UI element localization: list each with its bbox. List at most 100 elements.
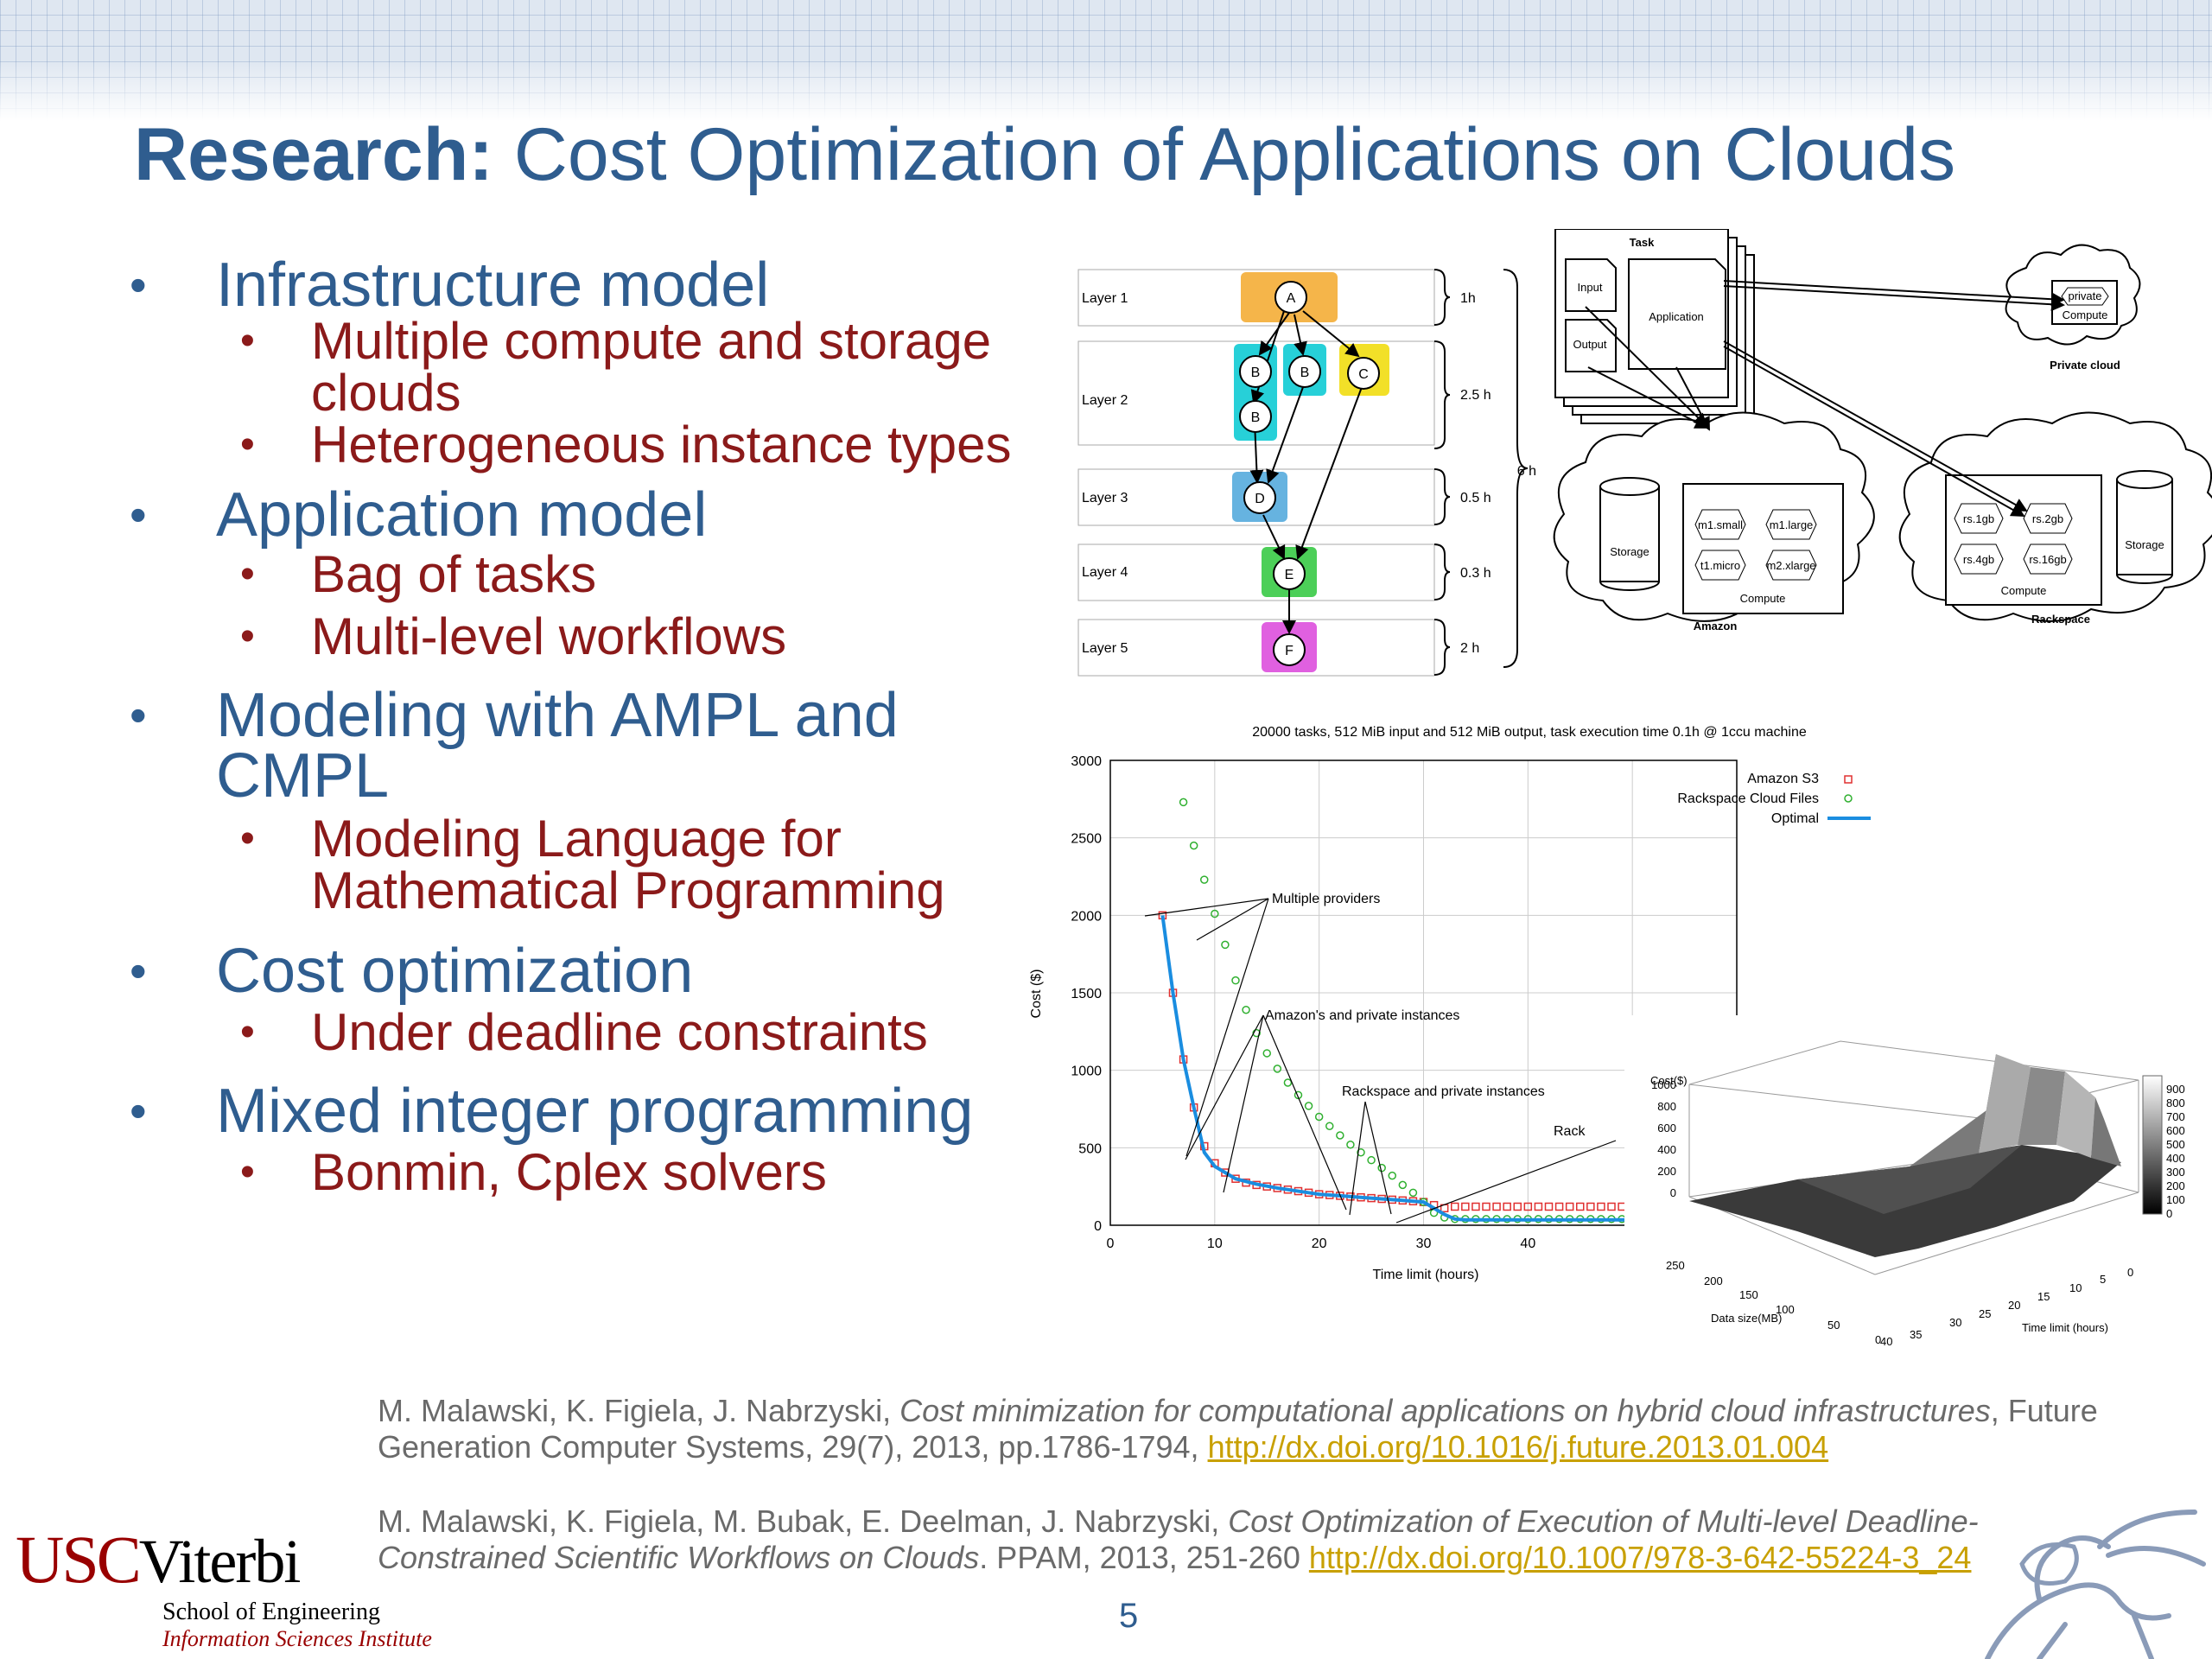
svg-text:100: 100 (1776, 1303, 1795, 1316)
svg-text:250: 250 (1666, 1259, 1685, 1272)
node-label: F (1285, 644, 1294, 658)
data-point-rackspace (1377, 1163, 1386, 1173)
data-point-amazon-s3 (1597, 1202, 1605, 1211)
data-point-rackspace (1408, 1188, 1418, 1198)
title-bold: Research: (134, 113, 493, 196)
y-tick-label: 3000 (1071, 754, 1102, 769)
amazon-instance-label: m1.small (1698, 518, 1743, 531)
data-point-rackspace (1314, 1112, 1324, 1122)
data-point-amazon-s3 (1523, 1202, 1533, 1211)
svg-text:400: 400 (2166, 1152, 2185, 1165)
svg-text:200: 200 (2166, 1179, 2185, 1192)
svg-text:600: 600 (2166, 1124, 2185, 1137)
layer-label: Layer 5 (1082, 641, 1128, 656)
reference-link[interactable]: http://dx.doi.org/10.1016/j.future.2013.… (1207, 1429, 1829, 1465)
series-line-optimal (1160, 915, 1737, 1222)
data-point-rackspace (1367, 1155, 1376, 1165)
svg-text:400: 400 (1657, 1143, 1676, 1156)
y-tick-label: 1500 (1071, 987, 1102, 1001)
bullet-application: • Application model (130, 480, 708, 550)
data-point-rackspace (1398, 1180, 1408, 1190)
sub-bullet: • Bonmin, Cplex solvers (240, 1143, 827, 1201)
y-tick-label: 1000 (1071, 1065, 1102, 1079)
legend: Amazon S3 Rackspace Cloud Files Optimal (1677, 772, 1871, 826)
data-point-rackspace (1252, 1028, 1261, 1038)
chart-title: 20000 tasks, 512 MiB input and 512 MiB o… (1252, 725, 1807, 740)
rackspace-compute-box (1945, 474, 2102, 606)
z-axis-label: Cost($) (1650, 1074, 1688, 1087)
data-point-amazon-s3 (1492, 1202, 1501, 1211)
sub-bullet: • Bag of tasks (240, 545, 597, 603)
data-point-rackspace (1211, 909, 1219, 918)
y-axis-label: Cost ($) (1029, 969, 1044, 1019)
y-ticks: 250 200 150 100 50 0 (1666, 1259, 1881, 1346)
application-label: Application (1649, 310, 1704, 323)
node-label: B (1251, 410, 1261, 425)
layer-time: 0.5 h (1460, 491, 1491, 505)
legend-label: Optimal (1771, 811, 1819, 826)
svg-text:800: 800 (1657, 1100, 1676, 1113)
svg-text:500: 500 (2166, 1138, 2185, 1151)
input-file-icon (1565, 258, 1617, 312)
svg-text:0: 0 (2166, 1207, 2172, 1220)
svg-text:200: 200 (1657, 1165, 1676, 1178)
svg-text:40: 40 (1880, 1335, 1892, 1348)
rackspace-compute-label: Compute (2001, 584, 2047, 597)
private-cloud-label: Private cloud (2050, 359, 2120, 372)
data-point-amazon-s3 (1576, 1202, 1585, 1211)
rackspace-storage-label: Storage (2125, 538, 2164, 551)
rackspace-instance-icons (1954, 503, 2073, 575)
svg-text:0: 0 (1670, 1186, 1676, 1199)
output-label: Output (1573, 338, 1606, 351)
amazon-instance-label: m2.xlarge (1766, 559, 1815, 572)
plot-frame (1109, 760, 1738, 1226)
amazon-storage-icon (1599, 477, 1660, 591)
data-point-rackspace (1304, 1102, 1313, 1110)
svg-text:30: 30 (1949, 1316, 1961, 1329)
private-instance-label: private (2068, 289, 2101, 302)
svg-text:25: 25 (1979, 1307, 1991, 1320)
layer-time: 2 h (1460, 641, 1479, 656)
rackspace-storage-icon (2116, 470, 2173, 584)
z-ticks: 1000 800 600 400 200 0 (1651, 1078, 1676, 1199)
x-axis-label: Time limit (hours) (2022, 1321, 2108, 1334)
node-label: B (1300, 365, 1310, 380)
svg-text:50: 50 (1827, 1319, 1840, 1332)
slide-title: Research: Cost Optimization of Applicati… (134, 112, 1955, 198)
layer-label: Layer 1 (1082, 291, 1128, 306)
task-label: Task (1630, 236, 1655, 249)
data-point-amazon-s3 (1221, 1168, 1230, 1177)
reference-link[interactable]: http://dx.doi.org/10.1007/978-3-642-5522… (1308, 1540, 1972, 1575)
data-point-rackspace (1231, 976, 1240, 985)
data-point-amazon-s3 (1534, 1202, 1543, 1211)
usc-viterbi-logo: USCViterbi School of Engineering Informa… (16, 1522, 432, 1651)
annotation: Rackspace and private instances (1342, 1084, 1545, 1099)
amazon-compute-box (1682, 483, 1844, 614)
svg-text:150: 150 (1739, 1288, 1758, 1301)
y-tick-label: 0 (1094, 1219, 1102, 1234)
infrastructure-diagram: Task Input Output Application private Co… (1553, 229, 2212, 632)
data-point-amazon-s3 (1451, 1202, 1459, 1211)
application-file-icon (1628, 258, 1726, 370)
surface-chart: Cost($) 1000 800 600 400 200 0 250 200 1… (1624, 1015, 2212, 1361)
amazon-instance-label: t1.micro (1700, 559, 1740, 572)
surface-ridge (2091, 1097, 2121, 1166)
rackspace-label: Rackspace (2031, 613, 2090, 626)
x-tick-label: 30 (1416, 1236, 1432, 1251)
node-label: B (1251, 365, 1261, 380)
x-ticks: 40 35 30 25 20 15 10 5 0 (1880, 1266, 2133, 1348)
amazon-label: Amazon (1694, 620, 1738, 632)
x-tick-label: 20 (1312, 1236, 1327, 1251)
legend-marker-square (1844, 775, 1853, 784)
layer-time: 1h (1460, 291, 1476, 306)
data-point-rackspace (1189, 841, 1198, 850)
data-point-amazon-s3 (1565, 1202, 1574, 1211)
svg-text:10: 10 (2069, 1281, 2082, 1294)
private-compute-label: Compute (2063, 308, 2108, 321)
rackspace-instance-label: rs.4gb (1963, 553, 1994, 566)
y-tick-label: 2500 (1071, 832, 1102, 847)
annotations: Multiple providers Amazon's and private … (1144, 892, 1617, 1224)
data-point-amazon-s3 (1607, 1202, 1616, 1211)
data-point-amazon-s3 (1544, 1202, 1554, 1211)
title-rest: Cost Optimization of Applications on Clo… (493, 113, 1956, 196)
